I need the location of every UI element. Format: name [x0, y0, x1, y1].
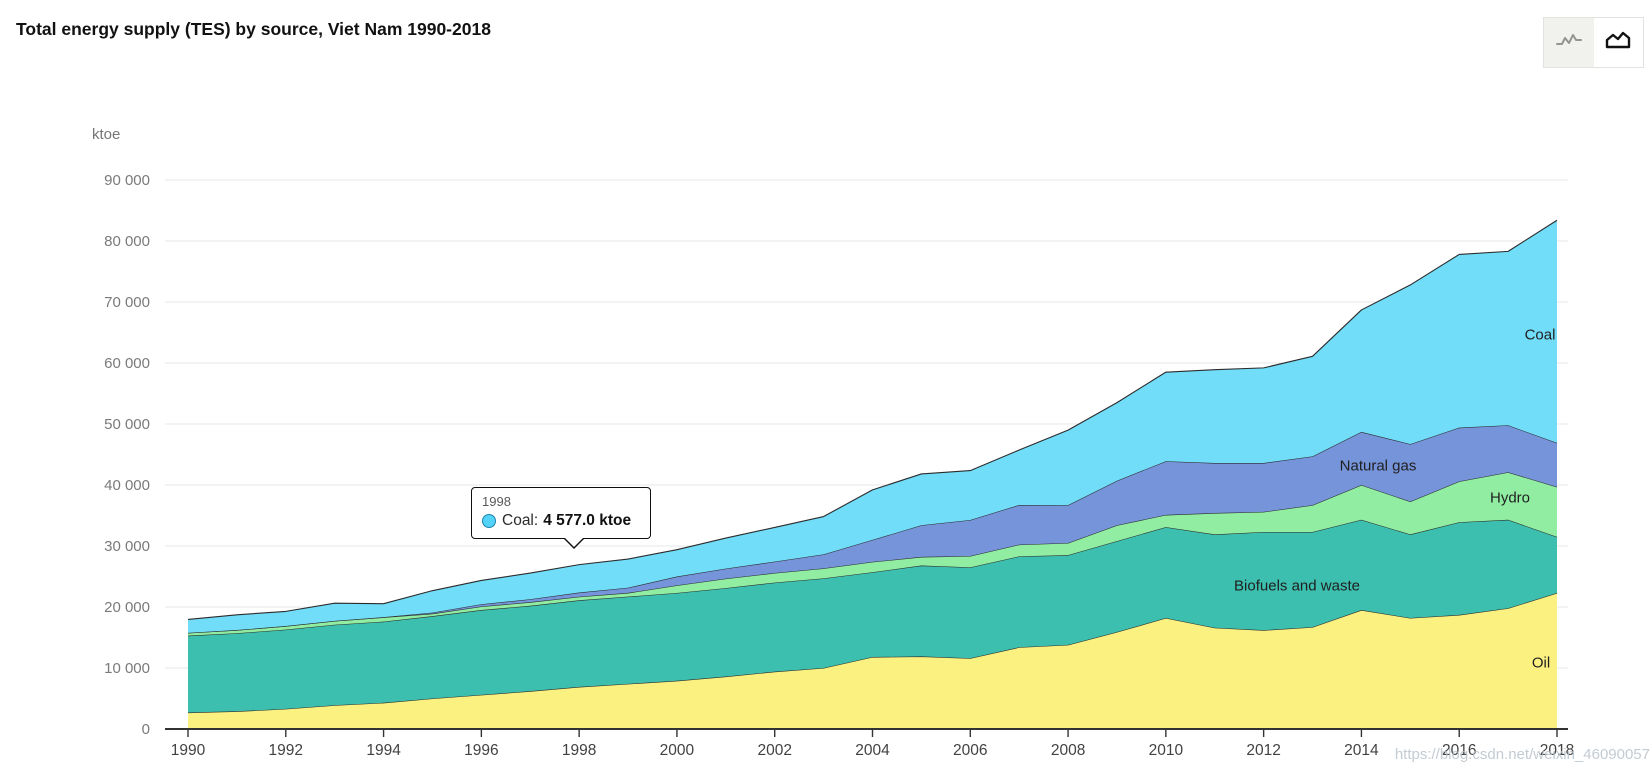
y-axis-tick-label: 40 000: [104, 477, 150, 494]
line-chart-button[interactable]: [1544, 18, 1594, 67]
y-axis-tick-label: 70 000: [104, 294, 150, 311]
tooltip-value: 4 577.0 ktoe: [543, 511, 632, 529]
y-axis-tick-label: 20 000: [104, 599, 150, 616]
series-label-hydro: Hydro: [1489, 489, 1531, 507]
coal-series-marker-icon: [482, 513, 496, 528]
area-chart-button[interactable]: [1593, 18, 1643, 67]
x-axis-tick-label: 1990: [171, 742, 206, 759]
x-axis-tick-label: 2016: [1442, 742, 1476, 759]
x-axis-tick-label: 2018: [1540, 742, 1574, 759]
page-title: Total energy supply (TES) by source, Vie…: [16, 19, 491, 39]
x-axis-tick-label: 2002: [757, 742, 791, 759]
x-axis-tick-label: 2006: [953, 742, 987, 759]
x-axis-tick-label: 1998: [562, 742, 596, 759]
x-axis-tick-label: 1992: [269, 742, 303, 759]
y-axis-tick-label: 30 000: [104, 538, 150, 555]
y-axis-unit: ktoe: [92, 126, 121, 143]
x-axis-tick-label: 2004: [855, 742, 890, 759]
area-chart-icon: [1605, 30, 1631, 55]
y-axis-tick-label: 0: [142, 721, 150, 738]
area-biofuels-and-waste[interactable]: [188, 519, 1557, 713]
x-axis-tick-label: 1994: [366, 742, 401, 759]
area-oil[interactable]: [188, 592, 1557, 729]
x-axis-tick-label: 1996: [464, 742, 498, 759]
watermark: https://blog.csdn.net/weixin_46090057: [1394, 746, 1650, 763]
area-natural-gas[interactable]: [188, 425, 1557, 633]
tooltip-series-label: Coal:: [502, 511, 539, 529]
series-label-oil: Oil: [1531, 654, 1551, 672]
series-label-natural-gas: Natural gas: [1339, 457, 1417, 475]
y-axis-tick-label: 60 000: [104, 355, 150, 372]
y-axis-tick-label: 10 000: [104, 660, 150, 677]
area-coal[interactable]: [188, 220, 1557, 633]
x-axis-tick-label: 2008: [1051, 742, 1085, 759]
x-axis-tick-label: 2012: [1246, 742, 1280, 759]
line-chart-icon: [1555, 30, 1582, 55]
series-label-biofuels: Biofuels and waste: [1234, 577, 1360, 595]
chart-tooltip: 1998 Coal: 4 577.0 ktoe: [471, 487, 651, 549]
x-axis-tick-label: 2014: [1344, 742, 1379, 759]
tooltip-year: 1998: [482, 494, 511, 509]
y-axis-tick-label: 90 000: [104, 172, 150, 189]
x-axis-tick-label: 2000: [660, 742, 695, 759]
chart-type-toolbar: [1543, 17, 1644, 68]
series-label-coal: Coal: [1524, 326, 1556, 344]
y-axis-tick-label: 50 000: [104, 416, 150, 433]
area-outline-coal: [187, 219, 1558, 620]
y-axis-tick-label: 80 000: [104, 233, 150, 250]
x-axis-tick-label: 2010: [1149, 742, 1184, 759]
